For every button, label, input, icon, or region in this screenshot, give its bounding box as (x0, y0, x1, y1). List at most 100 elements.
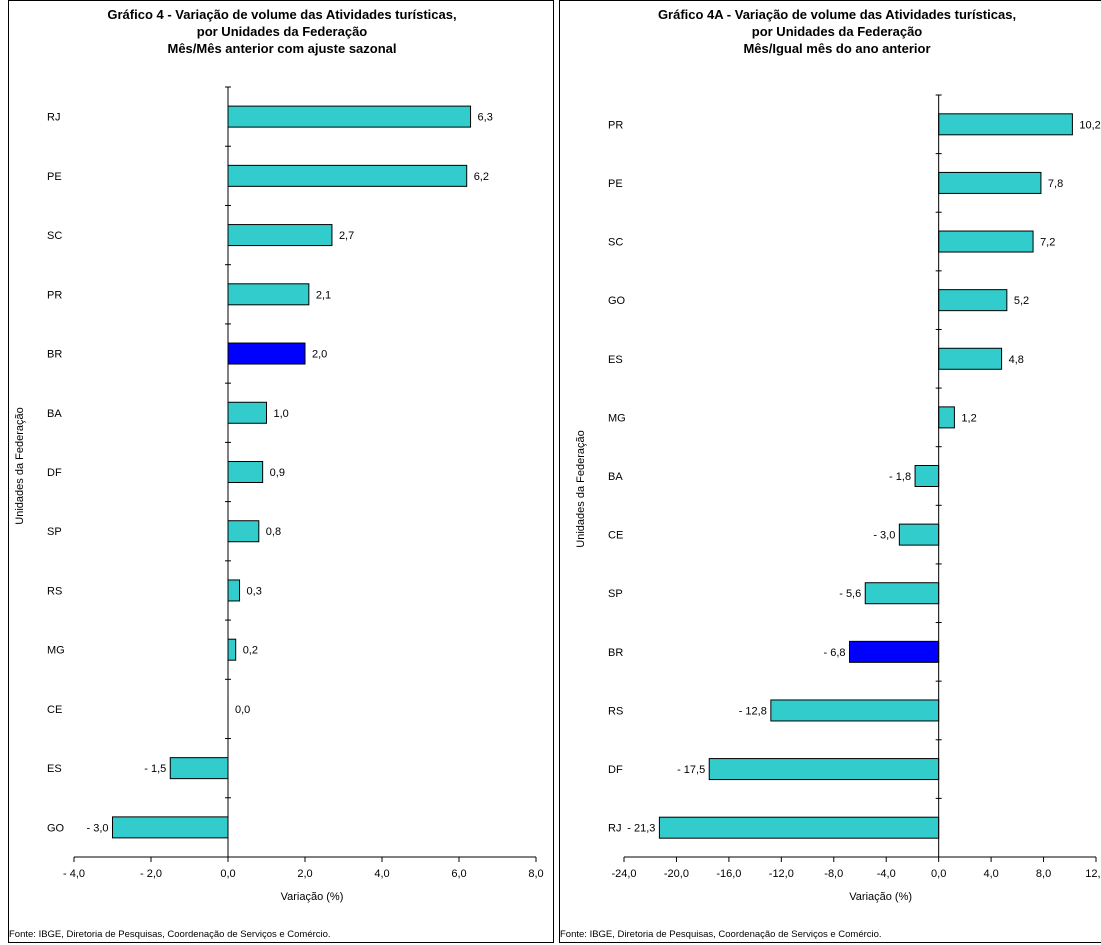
category-label: ES (47, 763, 62, 775)
category-label: RS (47, 585, 62, 597)
category-label: ES (608, 354, 623, 366)
bar-ba (914, 465, 940, 487)
x-tick-label: 2,0 (297, 868, 312, 880)
bar-es (938, 347, 1003, 370)
bar-br (849, 640, 940, 663)
value-label: 7,8 (1048, 178, 1063, 190)
category-label: CE (47, 704, 62, 716)
chart-right-source: Fonte: IBGE, Diretoria de Pesquisas, Coo… (560, 929, 882, 940)
value-label: - 3,0 (873, 530, 895, 542)
category-label: DF (608, 764, 623, 776)
bar-mg (227, 638, 237, 661)
value-label: - 12,8 (739, 705, 767, 717)
bar-br (227, 342, 306, 365)
value-label: - 1,8 (889, 471, 911, 483)
value-label: - 3,0 (86, 822, 108, 834)
bar-es (169, 757, 229, 780)
category-label: SP (608, 588, 623, 600)
x-tick-label: 4,0 (983, 868, 998, 880)
chart-panel-left: Gráfico 4 - Variação de volume das Ativi… (8, 0, 554, 943)
bar-df (227, 461, 264, 483)
chart-panel-right: Gráfico 4A - Variação de volume das Ativ… (559, 0, 1101, 943)
value-label: 0,3 (247, 585, 262, 597)
y-axis-title: Unidades da Federação (14, 407, 26, 524)
value-label: 6,2 (474, 171, 489, 183)
x-tick-label: 0,0 (931, 868, 946, 880)
bar-go (938, 289, 1008, 312)
bar-rj (658, 816, 940, 839)
category-label: SP (47, 526, 62, 538)
category-label: RJ (608, 823, 621, 835)
x-tick-label: -16,0 (716, 868, 741, 880)
category-label: MG (608, 412, 626, 424)
bar-sp (227, 520, 260, 543)
bar-pe (227, 164, 468, 187)
chart-left-source: Fonte: IBGE, Diretoria de Pesquisas, Coo… (9, 929, 331, 940)
value-label: 6,3 (478, 112, 493, 124)
value-label: 4,8 (1009, 354, 1024, 366)
value-label: 2,1 (316, 289, 331, 301)
x-tick-label: 8,0 (528, 868, 543, 880)
category-label: SC (47, 230, 62, 242)
bar-ce (898, 523, 940, 546)
value-label: - 1,5 (144, 763, 166, 775)
x-tick-label: 12,0 (1085, 868, 1101, 880)
x-tick-label: - 4,0 (63, 868, 85, 880)
x-axis-title: Variação (%) (281, 891, 344, 903)
category-label: DF (47, 467, 62, 479)
bar-sc (938, 230, 1034, 253)
value-label: 1,2 (961, 412, 976, 424)
value-label: - 17,5 (677, 764, 705, 776)
bar-ba (227, 401, 267, 424)
category-label: GO (608, 295, 626, 307)
chart-title-line: Gráfico 4 - Variação de volume das Ativi… (107, 7, 456, 22)
x-tick-label: -24,0 (611, 868, 636, 880)
chart-title-line: Mês/Igual mês do ano anterior (743, 41, 930, 56)
category-label: BA (608, 471, 623, 483)
bar-pr (227, 283, 310, 306)
bar-mg (938, 406, 955, 429)
chart-title-line: Mês/Mês anterior com ajuste sazonal (167, 41, 396, 56)
bar-df (708, 758, 940, 781)
category-label: RJ (47, 112, 60, 124)
bar-pr (938, 113, 1073, 136)
category-label: SC (608, 237, 623, 249)
value-label: 2,7 (339, 230, 354, 242)
category-label: BA (47, 408, 62, 420)
bar-rs (227, 579, 241, 602)
chart-title-line: Gráfico 4A - Variação de volume das Ativ… (658, 7, 1016, 22)
category-label: MG (47, 645, 65, 657)
x-tick-label: -8,0 (824, 868, 843, 880)
value-label: - 21,3 (627, 823, 655, 835)
bar-sc (227, 224, 333, 247)
x-tick-label: - 2,0 (140, 868, 162, 880)
value-label: 0,8 (266, 526, 281, 538)
value-label: - 6,8 (823, 647, 845, 659)
value-label: 0,9 (270, 467, 285, 479)
category-label: BR (608, 647, 623, 659)
chart-title-line: por Unidades da Federação (197, 24, 368, 39)
chart-title-line: por Unidades da Federação (752, 24, 923, 39)
y-axis-title: Unidades da Federação (575, 430, 587, 547)
x-tick-label: 6,0 (451, 868, 466, 880)
x-tick-label: 0,0 (220, 868, 235, 880)
category-label: PR (47, 289, 62, 301)
category-label: CE (608, 530, 623, 542)
category-label: PR (608, 119, 623, 131)
x-axis-title: Variação (%) (849, 891, 912, 903)
value-label: - 5,6 (839, 588, 861, 600)
x-tick-label: -12,0 (769, 868, 794, 880)
x-tick-label: 8,0 (1036, 868, 1051, 880)
value-label: 0,2 (243, 645, 258, 657)
value-label: 7,2 (1040, 237, 1055, 249)
value-label: 10,2 (1079, 119, 1100, 131)
category-label: BR (47, 349, 62, 361)
value-label: 1,0 (274, 408, 289, 420)
value-label: 5,2 (1014, 295, 1029, 307)
value-label: 0,0 (235, 704, 250, 716)
value-label: 2,0 (312, 349, 327, 361)
x-tick-label: -20,0 (664, 868, 689, 880)
x-tick-label: -4,0 (877, 868, 896, 880)
category-label: PE (608, 178, 623, 190)
category-label: PE (47, 171, 62, 183)
